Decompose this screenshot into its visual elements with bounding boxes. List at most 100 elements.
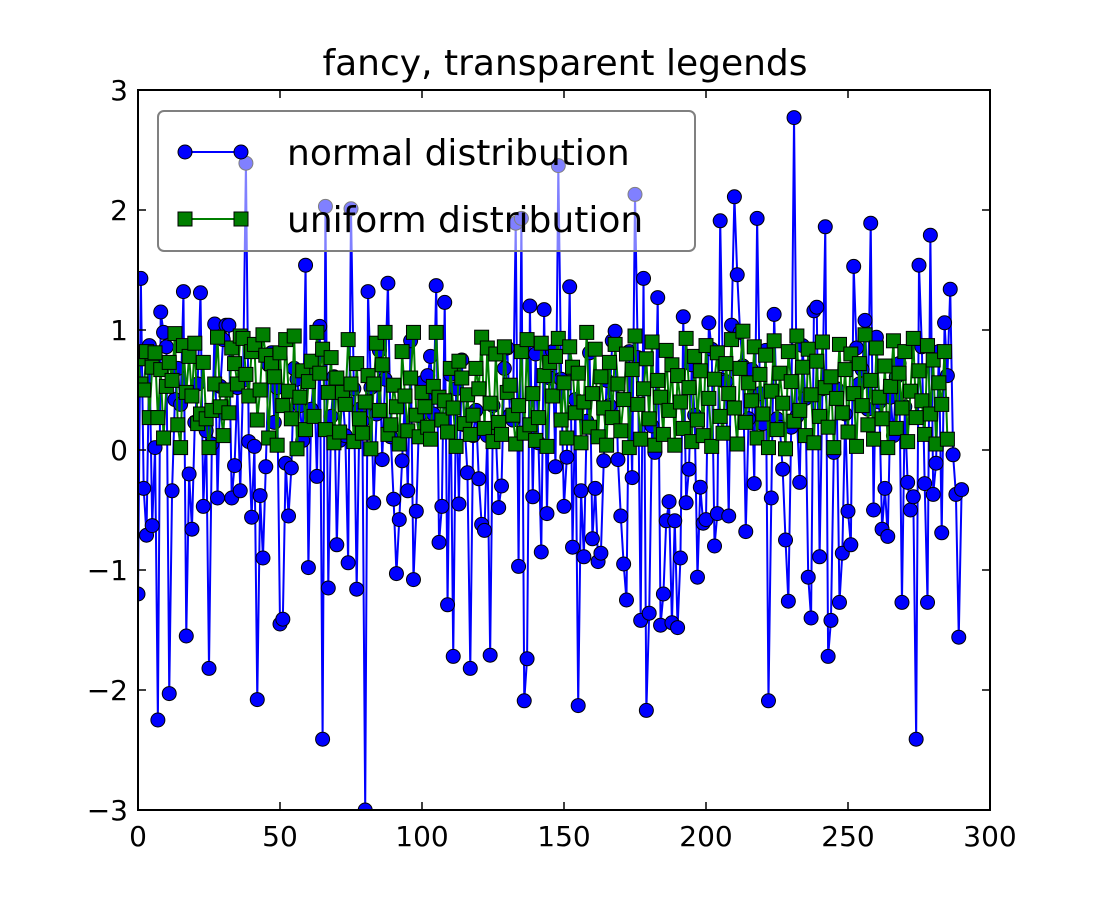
- point-0-269: [894, 594, 910, 610]
- point-1-61: [303, 353, 319, 369]
- point-1-247: [831, 336, 847, 352]
- point-1-50: [272, 345, 288, 361]
- point-0-45: [258, 459, 274, 475]
- point-1-254: [851, 356, 867, 372]
- point-1-85: [371, 402, 387, 418]
- point-0-281: [928, 455, 944, 471]
- point-0-74: [340, 555, 356, 571]
- point-1-150: [556, 375, 572, 391]
- point-1-203: [707, 371, 723, 387]
- legend-box: [157, 110, 696, 252]
- point-0-201: [701, 315, 717, 331]
- point-0-153: [565, 539, 581, 555]
- point-0-169: [610, 452, 626, 468]
- point-1-244: [823, 369, 839, 385]
- point-1-234: [795, 359, 811, 375]
- point-1-245: [826, 440, 842, 456]
- point-0-280: [925, 486, 941, 502]
- point-0-157: [576, 549, 592, 565]
- x-tick-label: 250: [821, 820, 874, 853]
- point-1-34: [227, 356, 243, 372]
- point-1-270: [897, 344, 913, 360]
- point-1-56: [289, 441, 305, 457]
- point-0-229: [780, 593, 796, 609]
- point-0-92: [391, 512, 407, 528]
- point-1-51: [275, 398, 291, 414]
- point-0-287: [945, 447, 961, 463]
- y-tick-label: 3: [110, 74, 128, 107]
- point-0-227: [775, 461, 791, 477]
- point-1-105: [428, 324, 444, 340]
- point-1-229: [780, 344, 796, 360]
- point-1-285: [939, 431, 955, 447]
- legend-marker-1-0: [177, 211, 193, 227]
- point-0-258: [863, 215, 879, 231]
- point-0-36: [232, 483, 248, 499]
- point-1-25: [201, 440, 217, 456]
- point-0-252: [846, 258, 862, 274]
- point-0-217: [746, 476, 762, 492]
- point-0-187: [661, 494, 677, 510]
- point-0-224: [766, 306, 782, 322]
- point-1-256: [857, 327, 873, 343]
- y-tick-label: 2: [110, 194, 128, 227]
- series-0: [138, 110, 970, 810]
- point-1-206: [715, 425, 731, 441]
- point-1-168: [607, 336, 623, 352]
- point-0-144: [539, 506, 555, 522]
- point-0-0: [138, 586, 146, 602]
- point-1-83: [366, 376, 382, 392]
- point-1-280: [925, 352, 941, 368]
- point-1-252: [846, 386, 862, 402]
- point-1-249: [837, 362, 853, 378]
- chart-title: fancy, transparent legends: [322, 43, 807, 84]
- point-0-150: [556, 498, 572, 514]
- point-1-201: [701, 390, 717, 406]
- point-0-12: [164, 483, 180, 499]
- point-1-12: [164, 372, 180, 388]
- point-0-23: [195, 498, 211, 514]
- point-1-192: [675, 420, 691, 436]
- point-1-239: [809, 353, 825, 369]
- point-1-117: [462, 426, 478, 442]
- point-0-22: [192, 285, 208, 301]
- point-0-34: [227, 458, 243, 474]
- point-1-277: [917, 426, 933, 442]
- point-1-119: [468, 360, 484, 376]
- point-1-82: [363, 441, 379, 457]
- point-0-109: [440, 597, 456, 613]
- point-0-59: [298, 257, 314, 273]
- point-0-247: [831, 594, 847, 610]
- point-1-181: [644, 334, 660, 350]
- point-0-256: [857, 312, 873, 328]
- point-1-178: [636, 381, 652, 397]
- point-1-193: [678, 330, 694, 346]
- point-1-28: [210, 329, 226, 345]
- point-0-259: [866, 502, 882, 518]
- point-1-79: [354, 425, 370, 441]
- point-1-118: [465, 407, 481, 423]
- point-1-167: [604, 410, 620, 426]
- point-1-151: [559, 430, 575, 446]
- point-0-7: [150, 712, 166, 728]
- point-1-146: [545, 388, 561, 404]
- point-0-151: [559, 449, 575, 465]
- point-0-283: [934, 525, 950, 541]
- point-1-273: [905, 330, 921, 346]
- point-0-42: [249, 692, 265, 708]
- point-0-134: [511, 558, 527, 574]
- axis-ticks: 0 50 100 150 200 250 300 −3 −2 −1 0 1 2 3: [87, 74, 1017, 853]
- point-1-152: [562, 339, 578, 355]
- point-0-142: [533, 544, 549, 560]
- point-1-255: [854, 398, 870, 414]
- point-1-66: [317, 422, 333, 438]
- y-tick-label: −1: [87, 554, 128, 587]
- point-1-60: [300, 374, 316, 390]
- point-0-122: [476, 522, 492, 538]
- x-tick-label: 50: [262, 820, 298, 853]
- point-1-122: [476, 420, 492, 436]
- series-1: [138, 323, 955, 457]
- point-0-174: [624, 470, 640, 486]
- point-1-250: [840, 424, 856, 440]
- point-1-179: [638, 351, 654, 367]
